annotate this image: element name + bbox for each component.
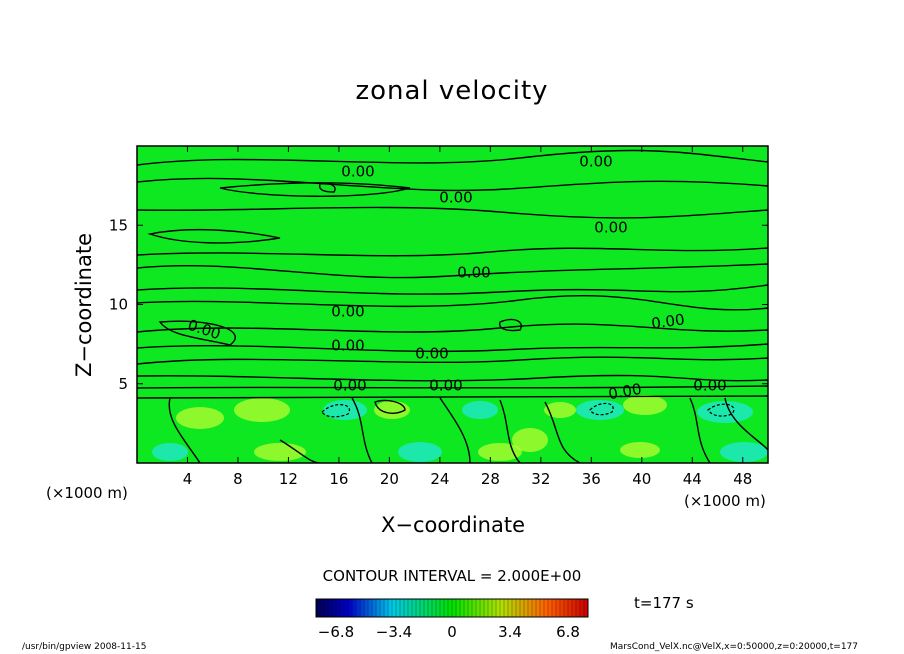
colorbar-tick-label: 0 xyxy=(447,623,457,641)
contour-line xyxy=(137,294,768,311)
contour-line xyxy=(137,356,768,365)
z-unit-label: (×1000 m) xyxy=(46,484,128,502)
contour-value-label: 0.00 xyxy=(693,377,726,395)
field-anomaly xyxy=(623,395,667,415)
contour-value-label: 0.00 xyxy=(331,337,364,355)
contour-line xyxy=(158,320,236,346)
x-tick-label: 40 xyxy=(632,470,651,488)
velocity-field xyxy=(0,146,768,463)
contour-value-label: 0.00 xyxy=(594,219,627,237)
contour-lines xyxy=(137,149,768,463)
contour-line-negative xyxy=(321,404,351,418)
field-anomaly xyxy=(620,442,660,458)
x-tick-label: 16 xyxy=(329,470,348,488)
colorbar-gradient xyxy=(315,598,589,618)
x-tick-label: 32 xyxy=(531,470,550,488)
field-anomaly xyxy=(544,402,576,418)
contour-labels: 0.00 0.00 0.00 0.00 0.00 0.00 0.00 0.00 0.00 0.00… xyxy=(185,153,726,404)
field-anomaly xyxy=(576,400,624,420)
contour-interval-label: CONTOUR INTERVAL = 2.000E+00 xyxy=(322,567,582,585)
field-anomaly xyxy=(323,400,367,420)
contour-line xyxy=(137,385,768,389)
contour-line xyxy=(147,228,281,244)
contour-value-label: 0.00 xyxy=(415,345,448,363)
x-tick-label: 24 xyxy=(430,470,449,488)
contour-line xyxy=(439,397,471,463)
field-anomaly xyxy=(254,443,306,461)
contour-value-label: 0.00 xyxy=(607,380,643,404)
contour-line xyxy=(137,177,768,192)
contour-value-label: 0.00 xyxy=(429,377,462,395)
contour-value-label: 0.00 xyxy=(650,310,686,332)
field-anomaly xyxy=(462,401,498,419)
contour-line xyxy=(137,343,768,353)
x-unit-label: (×1000 m) xyxy=(684,492,766,510)
x-axis-label: X−coordinate xyxy=(381,513,525,537)
y-tick-label: 15 xyxy=(109,216,128,234)
time-label: t=177 s xyxy=(634,594,694,612)
field-anomaly xyxy=(152,443,188,461)
field-anomaly xyxy=(374,401,410,419)
contour-line xyxy=(724,397,768,451)
contour-line xyxy=(137,284,768,295)
x-tick-label: 12 xyxy=(279,470,298,488)
field-anomaly xyxy=(234,398,290,422)
contour-line-negative xyxy=(589,402,614,416)
contour-line xyxy=(137,263,768,279)
field-anomaly xyxy=(176,407,224,429)
contour-line-negative xyxy=(707,403,735,417)
field-anomaly xyxy=(512,428,548,452)
y-axis-label: Z−coordinate xyxy=(72,233,96,377)
contour-line xyxy=(219,182,411,197)
contour-value-label: 0.00 xyxy=(333,377,366,395)
colorbar: −6.8 −3.4 0 3.4 6.8 xyxy=(315,598,589,641)
colorbar-tick-label: −6.8 xyxy=(318,623,354,641)
field-anomaly xyxy=(697,401,753,423)
y-tick-label: 10 xyxy=(109,296,128,314)
x-tick-label: 8 xyxy=(233,470,243,488)
x-tick-label: 28 xyxy=(481,470,500,488)
colorbar-tick-label: 6.8 xyxy=(556,623,580,641)
contour-line xyxy=(318,182,336,193)
contour-value-label: 0.00 xyxy=(457,264,490,282)
contour-value-label: 0.00 xyxy=(341,163,374,181)
contour-line xyxy=(374,399,406,414)
contour-line xyxy=(499,399,521,463)
field-anomaly xyxy=(478,443,522,461)
contour-value-label: 0.00 xyxy=(579,153,612,171)
contour-line xyxy=(498,318,522,332)
footer-left: /usr/bin/gpview 2008-11-15 xyxy=(22,642,147,652)
contour-line xyxy=(689,397,711,463)
contour-value-label: 0.00 xyxy=(439,189,472,207)
contour-line xyxy=(168,397,201,463)
y-tick-label: 5 xyxy=(118,375,128,393)
field-anomaly xyxy=(0,406,44,434)
chart-title: zonal velocity xyxy=(355,76,549,106)
field-anomaly xyxy=(720,442,768,462)
x-tick-label: 4 xyxy=(183,470,193,488)
contour-line xyxy=(137,323,768,333)
contour-line xyxy=(544,401,581,463)
x-tick-label: 36 xyxy=(582,470,601,488)
contour-line xyxy=(137,206,768,219)
colorbar-tick-label: −3.4 xyxy=(376,623,412,641)
contour-line xyxy=(351,397,373,463)
contour-line xyxy=(137,247,768,257)
x-tick-label: 20 xyxy=(380,470,399,488)
contour-line xyxy=(137,149,768,166)
x-tick-label: 48 xyxy=(733,470,752,488)
footer-right: MarsCond_VelX.nc@VelX,x=0:50000,z=0:2000… xyxy=(610,642,858,652)
x-tick-label: 44 xyxy=(683,470,702,488)
contour-line xyxy=(137,374,768,382)
contour-value-label: 0.00 xyxy=(331,303,364,321)
field-anomaly xyxy=(73,442,117,462)
colorbar-tick-label: 3.4 xyxy=(498,623,522,641)
field-anomaly xyxy=(398,442,442,462)
